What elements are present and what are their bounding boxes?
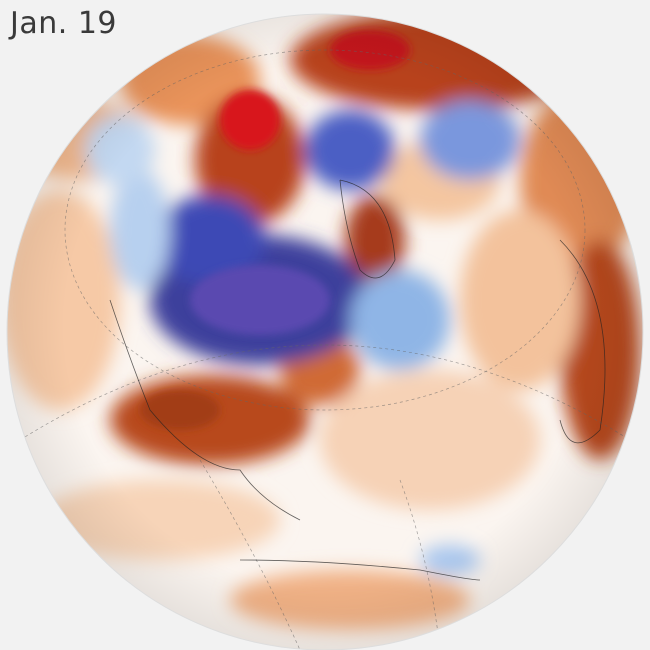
date-label: Jan. 19 [10, 6, 117, 41]
